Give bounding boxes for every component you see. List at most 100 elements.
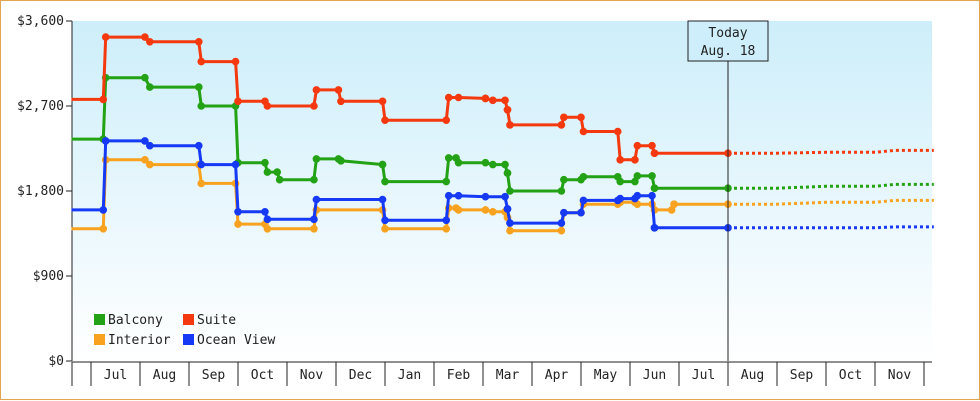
legend-swatch-suite [183,314,194,325]
series-point-balcony [195,83,203,91]
series-point-suite [489,96,497,105]
series-point-ocean-view [444,191,453,200]
series-point-balcony [273,168,282,176]
plot-background [72,21,932,361]
series-point-suite [141,33,149,41]
series-point-ocean-view [577,208,585,217]
series-point-suite [560,113,568,122]
series-point-ocean-view [631,194,639,203]
legend-label-balcony: Balcony [108,313,163,328]
series-point-ocean-view [263,215,272,224]
series-point-balcony [381,177,389,186]
series-point-ocean-view [506,219,514,227]
series-point-ocean-view [613,196,622,205]
series-point-interior [670,200,678,209]
x-tick-label: Nov [888,368,912,383]
series-point-ocean-view [381,216,389,225]
series-point-suite [334,86,343,94]
x-tick-label: Jan [398,368,421,383]
series-point-suite [557,121,566,129]
series-point-balcony [631,177,639,186]
series-point-suite [261,97,269,106]
series-point-suite [650,149,659,158]
y-tick-label: $1,800 [17,184,64,199]
series-point-balcony [378,160,387,169]
series-point-suite [501,96,509,105]
series-point-interior [197,179,206,188]
series-point-interior [557,226,566,235]
series-point-suite [234,97,242,106]
series-point-balcony [503,169,512,177]
series-point-suite [197,57,206,66]
series-point-balcony [312,155,321,163]
series-point-balcony [501,160,509,169]
series-point-interior [442,224,451,233]
series-point-suite [101,33,110,41]
legend-swatch-balcony [94,314,105,325]
series-point-balcony [452,154,460,162]
series-point-interior [381,224,389,233]
x-tick-label: Mar [496,368,520,383]
series-point-balcony [577,175,585,184]
x-tick-label: Jul [104,368,127,383]
series-point-ocean-view [99,206,108,214]
series-point-ocean-view [378,195,387,204]
series-point-ocean-view [648,191,656,200]
series-point-interior [489,207,497,216]
series-point-ocean-view [557,219,566,227]
series-point-interior [506,226,514,235]
series-point-ocean-view [579,196,588,205]
series-point-ocean-view [141,137,149,145]
series-point-suite [579,127,588,136]
x-tick-label: Aug [153,368,176,383]
legend-swatch-ocean-view [183,334,194,345]
series-point-balcony [197,102,206,110]
series-point-ocean-view [195,141,203,150]
series-point-ocean-view [503,205,512,213]
series-point-ocean-view [650,224,659,232]
series-point-suite [616,156,624,164]
series-point-suite [337,97,345,106]
series-point-balcony [337,156,345,165]
series-point-ocean-view [442,216,451,225]
series-point-interior [481,206,490,214]
series-point-interior [99,224,108,233]
series-point-balcony [444,154,453,162]
series-point-interior [452,204,460,212]
series-point-balcony [146,83,154,91]
series-point-balcony [481,158,490,167]
y-tick-label: $2,700 [17,99,64,114]
series-point-suite [381,116,389,124]
series-point-suite [633,141,642,150]
series-point-suite [312,86,321,94]
x-tick-label: Apr [545,368,569,383]
series-point-ocean-view [101,137,110,145]
series-point-suite [631,156,639,164]
series-point-interior [310,224,318,233]
today-box [687,20,769,62]
series-point-suite [442,116,451,124]
series-point-ocean-view [454,191,463,200]
series-projection-suite [728,148,934,155]
series-point-suite [577,113,585,122]
legend-label-interior: Interior [108,333,171,348]
series-point-balcony [442,177,451,186]
today-label: Today [708,26,747,41]
series-point-ocean-view [234,207,242,216]
series-point-balcony [310,175,318,184]
y-tick-label: $3,600 [17,14,64,29]
series-point-ocean-view [310,215,318,224]
x-tick-label: Jul [692,368,715,383]
series-point-suite [506,121,514,129]
series-point-ocean-view [146,141,154,150]
today-date: Aug. 18 [701,44,756,59]
series-point-suite [503,105,512,114]
x-tick-label: Aug [741,368,764,383]
series-point-ocean-view [312,195,321,204]
series-point-suite [444,93,453,102]
x-tick-label: Jun [643,368,666,383]
series-point-ocean-view [560,208,568,217]
series-projection-interior [728,198,934,206]
series-point-suite [310,102,318,110]
